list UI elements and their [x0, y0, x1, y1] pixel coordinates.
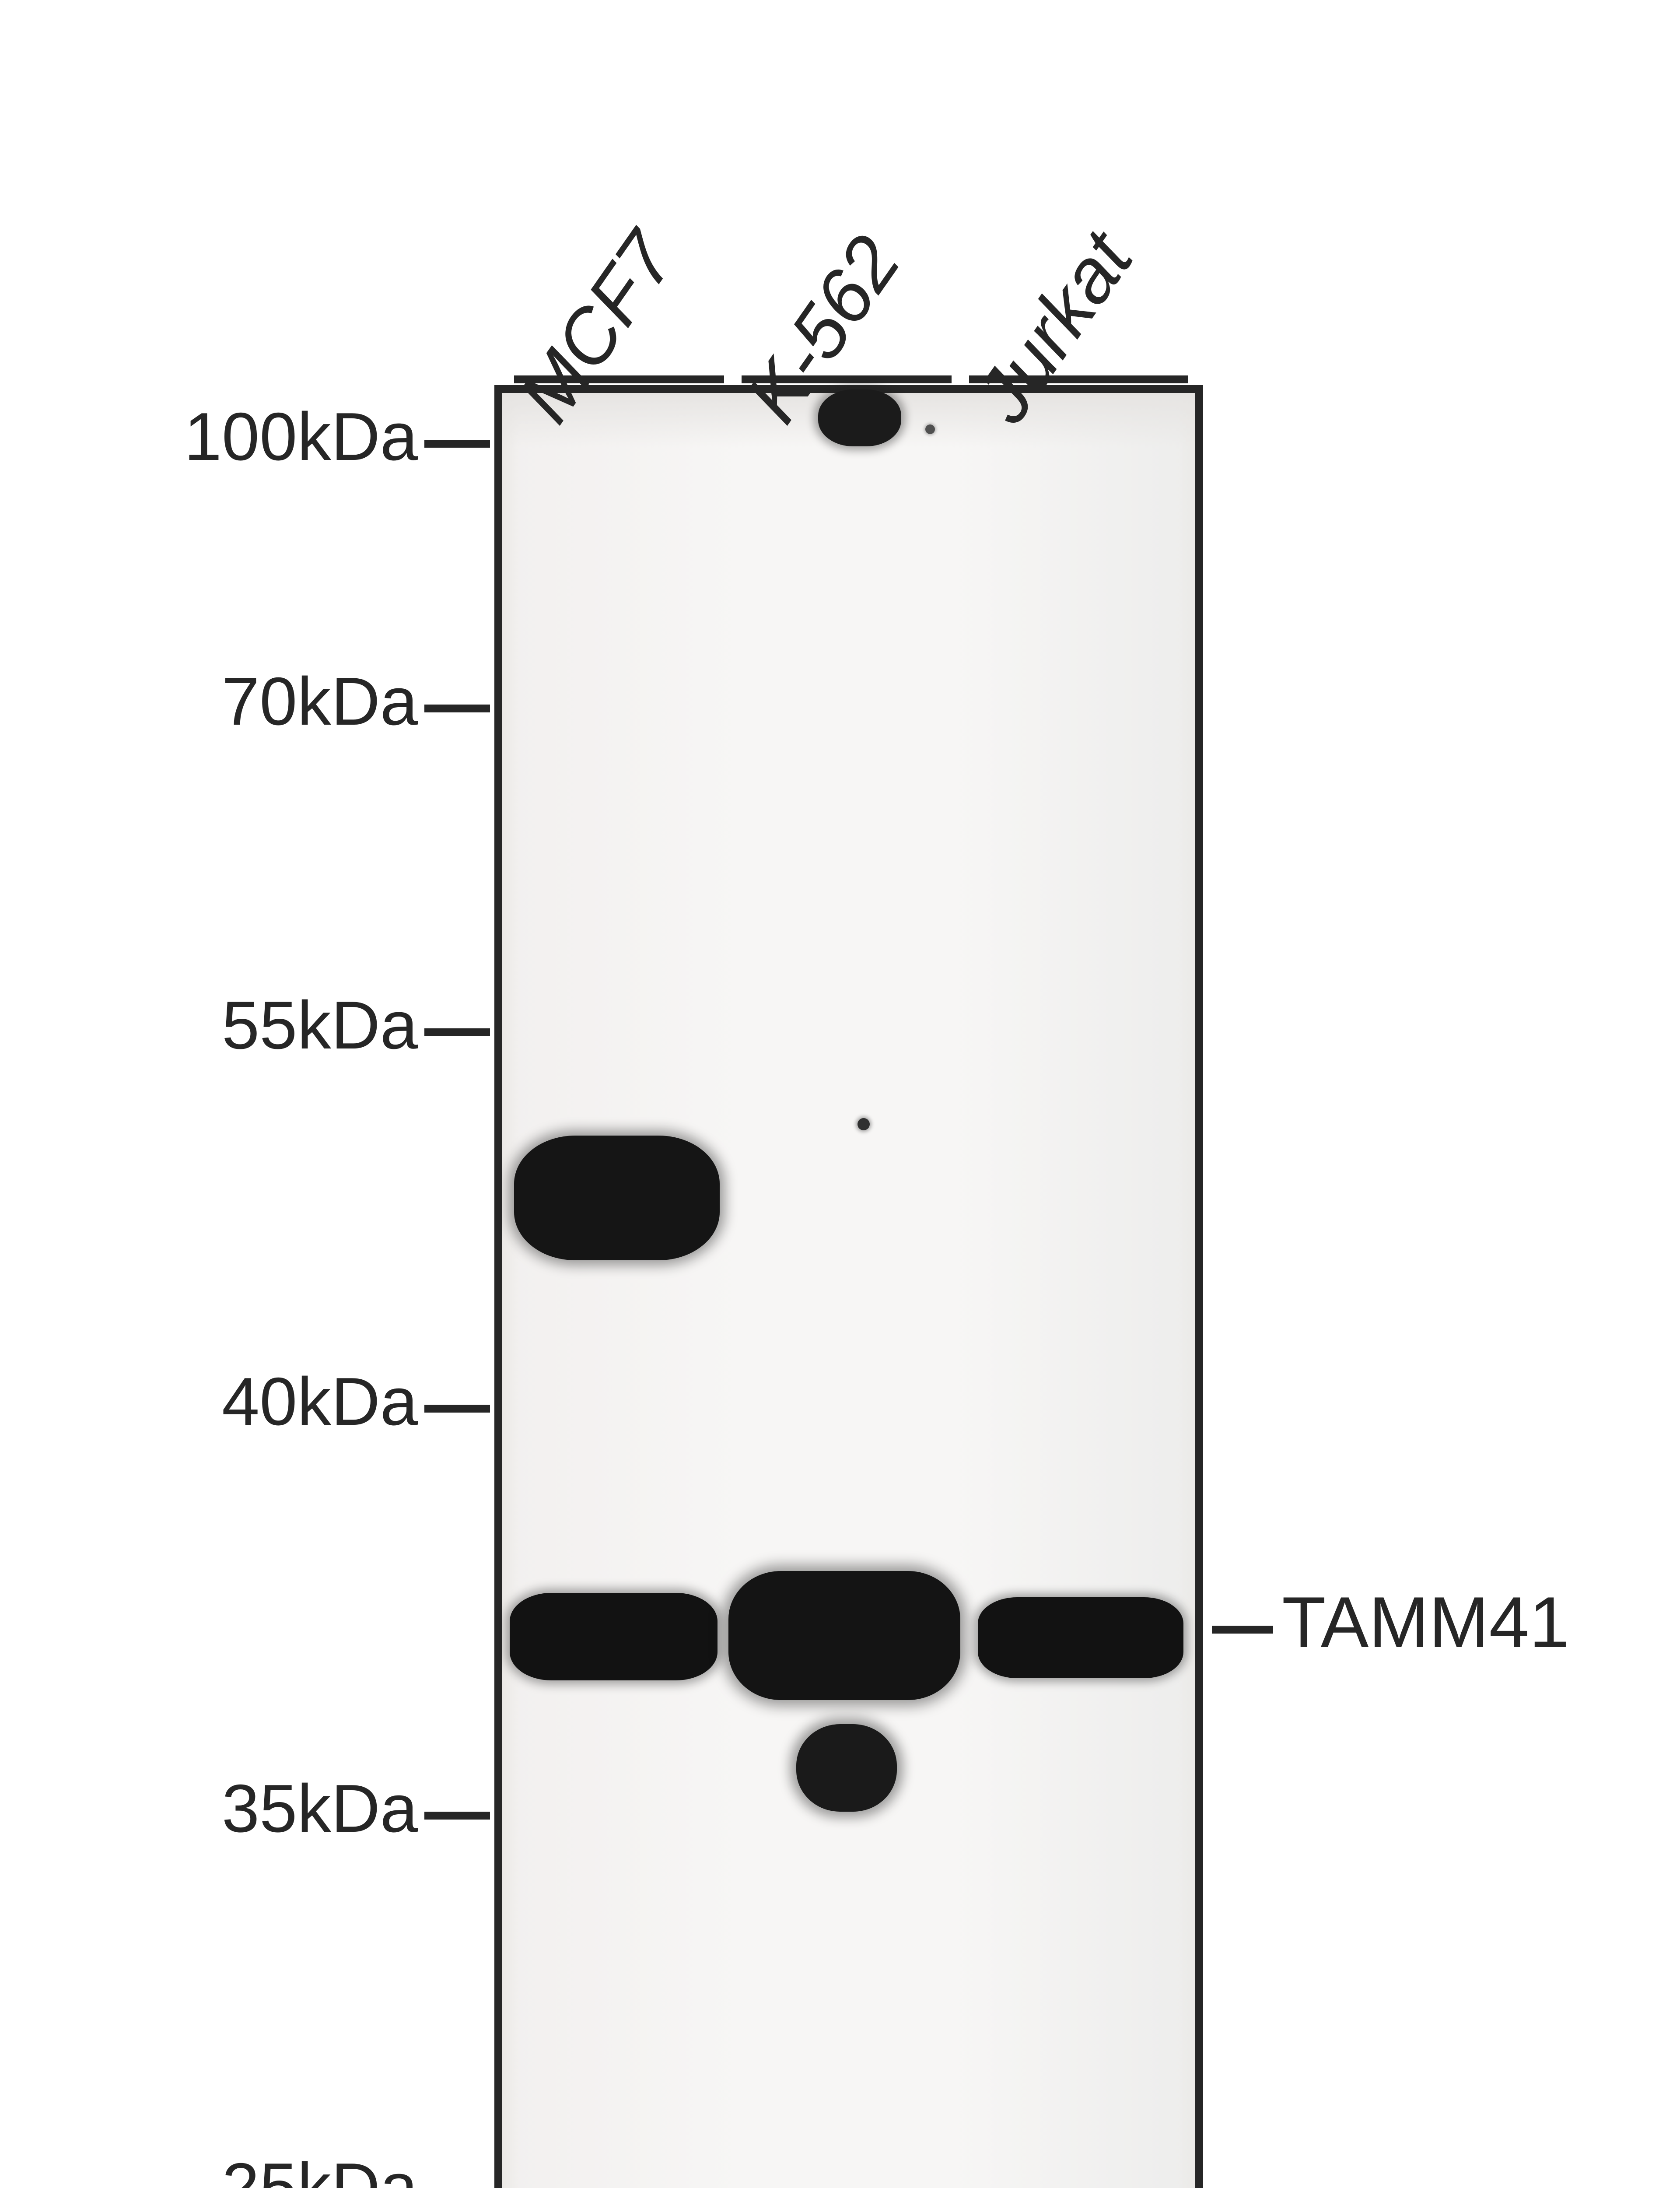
mw-tick — [424, 1405, 490, 1413]
mw-label-text: 100kDa — [184, 399, 418, 474]
mw-tick — [424, 1028, 490, 1036]
mw-tick — [424, 705, 490, 712]
blot-frame-border — [494, 385, 1203, 2188]
target-band-label: TAMM41 — [1282, 1581, 1569, 1664]
blot-band — [978, 1597, 1183, 1678]
mw-tick — [424, 440, 490, 448]
mw-label-text: 25kDa — [222, 2149, 418, 2188]
blot-band — [818, 389, 901, 446]
blot-band — [728, 1571, 960, 1700]
mw-label: 35kDa — [0, 1770, 418, 1848]
mw-label-text: 55kDa — [222, 987, 418, 1063]
target-band-text: TAMM41 — [1282, 1582, 1569, 1662]
target-band-tick — [1212, 1626, 1273, 1634]
blot-band — [514, 1136, 720, 1260]
mw-label: 70kDa — [0, 663, 418, 740]
mw-label: 25kDa — [0, 2148, 418, 2188]
blot-band — [858, 1118, 870, 1130]
mw-label-text: 40kDa — [222, 1364, 418, 1439]
blot-band — [510, 1593, 718, 1680]
mw-label-text: 70kDa — [222, 663, 418, 739]
mw-label: 100kDa — [0, 398, 418, 476]
mw-tick — [424, 1812, 490, 1820]
mw-label: 40kDa — [0, 1363, 418, 1441]
blot-band — [796, 1724, 897, 1812]
blot-band — [925, 424, 935, 434]
mw-label-text: 35kDa — [222, 1771, 418, 1846]
mw-label: 55kDa — [0, 986, 418, 1064]
